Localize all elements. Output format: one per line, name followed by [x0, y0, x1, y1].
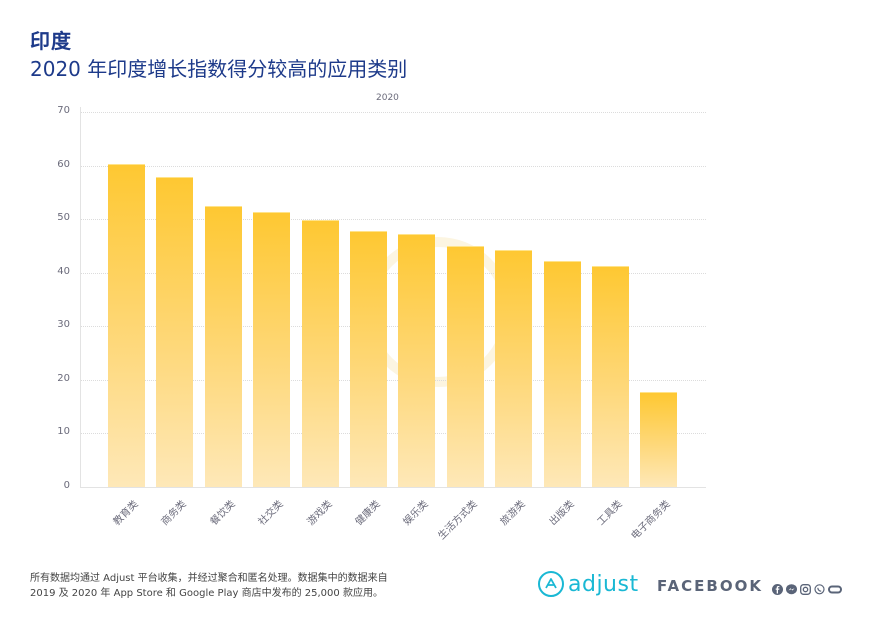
adjust-logo: adjust — [538, 571, 639, 597]
x-tick-label: 电子商务类 — [629, 498, 674, 542]
x-tick-label: 生活方式类 — [436, 498, 480, 542]
x-tick-label: 教育类 — [111, 498, 141, 528]
facebook-icon — [772, 580, 783, 595]
y-tick-label: 10 — [57, 426, 70, 438]
bar — [108, 163, 145, 487]
bar — [301, 220, 339, 487]
x-tick-label: 社交类 — [256, 498, 286, 528]
adjust-wordmark: adjust — [568, 571, 639, 597]
footnote-line-1: 所有数据均通过 Adjust 平台收集，并经过聚合和匿名处理。数据集中的数据来自 — [30, 573, 388, 584]
x-tick-label: 餐饮类 — [208, 498, 238, 528]
oculus-icon — [828, 580, 842, 594]
adjust-logo-icon — [538, 571, 564, 597]
gridline — [81, 112, 706, 113]
x-tick-label: 出版类 — [547, 498, 577, 528]
gridline — [81, 379, 706, 381]
bar — [543, 260, 581, 487]
y-tick-label: 30 — [57, 319, 70, 331]
messenger-icon — [786, 580, 797, 595]
bar — [592, 266, 629, 487]
x-tick-label: 旅游类 — [498, 498, 528, 528]
y-tick-label: 60 — [57, 158, 70, 170]
page-title: 印度 — [30, 29, 72, 53]
y-axis-line — [80, 107, 81, 487]
y-tick-label: 0 — [63, 480, 70, 491]
instagram-icon — [800, 580, 811, 595]
bar — [495, 250, 533, 487]
x-tick-label: 商务类 — [160, 498, 190, 528]
gridline — [81, 165, 706, 167]
footnote: 所有数据均通过 Adjust 平台收集，并经过聚合和匿名处理。数据集中的数据来自… — [30, 571, 388, 601]
legend-label: 2020 — [376, 93, 399, 103]
x-tick-label: 游戏类 — [305, 498, 335, 528]
footnote-line-2: 2019 及 2020 年 App Store 和 Google Play 商店… — [30, 588, 383, 599]
social-icons — [772, 580, 842, 595]
whatsapp-icon — [814, 580, 825, 595]
x-tick-label: 娱乐类 — [402, 498, 432, 528]
bar — [204, 206, 242, 487]
gridline — [81, 433, 706, 435]
bar — [640, 392, 678, 487]
x-tick-label: 健康类 — [353, 498, 383, 528]
x-axis-line — [80, 487, 706, 488]
bar — [253, 212, 291, 487]
y-tick-label: 40 — [57, 265, 70, 277]
facebook-wordmark: FACEBOOK — [657, 577, 763, 595]
bar — [156, 177, 194, 487]
gridline — [81, 326, 706, 328]
page-subtitle: 2020 年印度增长指数得分较高的应用类别 — [30, 57, 408, 81]
y-tick-label: 50 — [57, 212, 70, 224]
gridline — [81, 219, 706, 221]
bar — [350, 230, 387, 487]
y-tick-label: 70 — [57, 105, 70, 116]
bar-chart: 2020 70 60 50 40 30 20 10 0 教育类 商务类 餐饮类 社交类 游戏类 健康类娱… — [57, 93, 706, 542]
x-tick-label: 工具类 — [595, 498, 625, 528]
gridline — [81, 272, 706, 274]
y-tick-label: 20 — [57, 372, 70, 384]
bar — [398, 234, 436, 487]
bar — [446, 245, 484, 487]
